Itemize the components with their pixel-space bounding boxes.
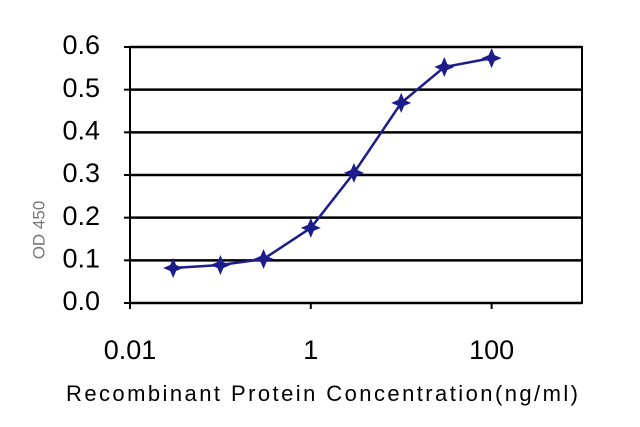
y-tick-label: 0.2 [62, 201, 100, 231]
data-marker [163, 258, 184, 279]
x-tick-label: 100 [469, 335, 514, 365]
y-axis-label: OD 450 [29, 201, 48, 260]
data-marker [434, 57, 455, 78]
data-marker [300, 217, 321, 238]
y-tick-label: 0.0 [62, 286, 100, 316]
data-marker [391, 92, 412, 113]
plot-frame [129, 46, 583, 304]
y-tick-label: 0.3 [62, 158, 100, 188]
y-tick-label: 0.4 [62, 115, 100, 145]
y-tick-label: 0.1 [62, 243, 100, 273]
data-marker [343, 162, 364, 183]
y-tick-label: 0.5 [62, 73, 100, 103]
x-tick-label: 1 [303, 335, 318, 365]
y-tick-label: 0.6 [62, 30, 100, 60]
x-tick-label: 0.01 [104, 335, 157, 365]
data-marker [210, 255, 231, 276]
data-marker [481, 48, 502, 69]
data-marker [253, 249, 274, 270]
x-axis-label: Recombinant Protein Concentration(ng/ml) [66, 381, 578, 406]
